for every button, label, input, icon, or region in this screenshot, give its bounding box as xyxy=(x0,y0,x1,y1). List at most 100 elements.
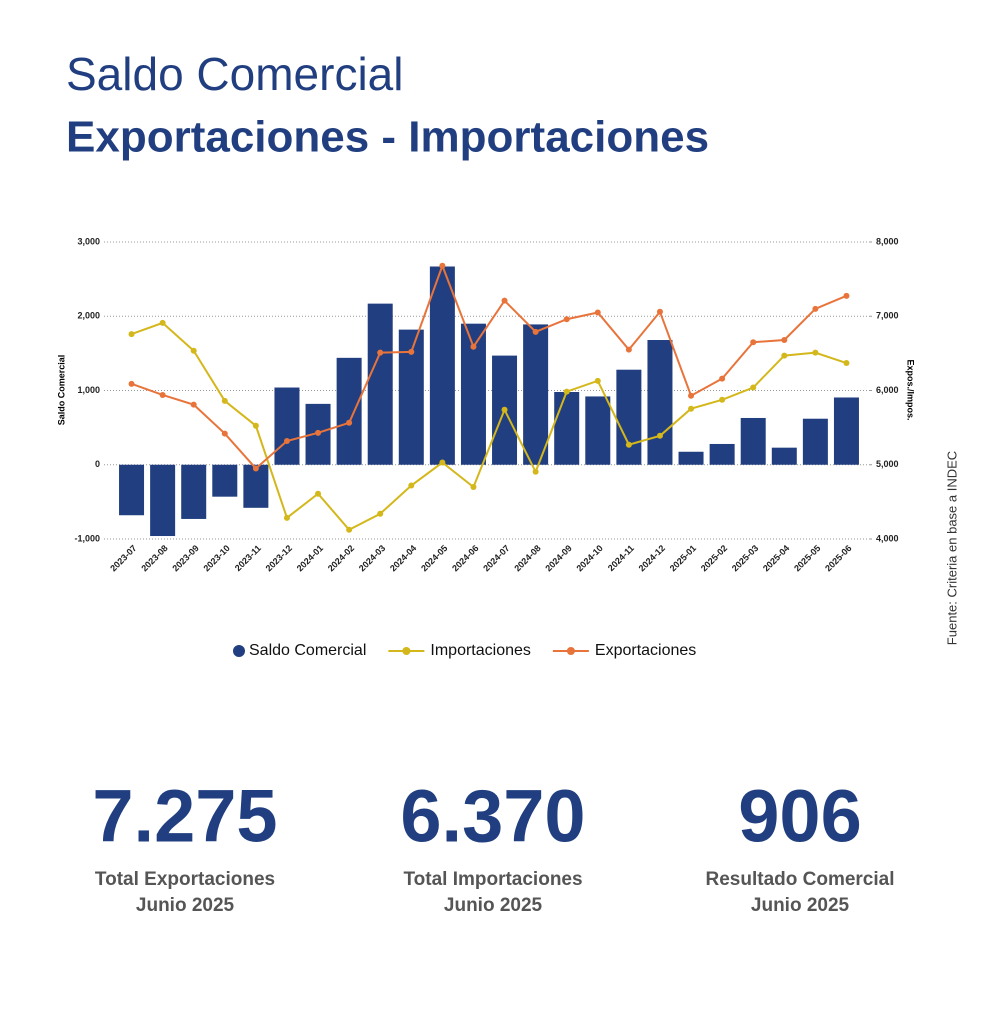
point xyxy=(750,384,757,391)
bar xyxy=(771,447,797,465)
point xyxy=(750,339,757,346)
point xyxy=(128,380,135,387)
point xyxy=(470,484,477,491)
point xyxy=(501,297,508,304)
point xyxy=(377,510,384,517)
y2-tick-label: 6,000 xyxy=(876,385,899,395)
stat-value: 906 xyxy=(738,775,861,858)
point xyxy=(781,337,788,344)
y-tick-label: 2,000 xyxy=(77,311,100,321)
legend-marker xyxy=(566,647,575,655)
point xyxy=(812,349,819,356)
point xyxy=(346,526,353,533)
point xyxy=(688,405,695,412)
point xyxy=(532,328,539,335)
point xyxy=(843,292,850,299)
point xyxy=(252,465,259,472)
bar xyxy=(119,464,145,516)
point xyxy=(563,388,570,395)
y-tick-label: -1,000 xyxy=(74,533,100,543)
bar xyxy=(181,464,207,519)
point xyxy=(719,396,726,403)
point xyxy=(843,360,850,367)
y2-tick-label: 5,000 xyxy=(876,459,899,469)
legend-label: Importaciones xyxy=(430,642,531,659)
y-axis-label: Saldo Comercial xyxy=(56,355,66,426)
y-tick-label: 1,000 xyxy=(77,385,100,395)
point xyxy=(563,316,570,323)
point xyxy=(656,308,663,315)
legend-label: Saldo Comercial xyxy=(249,642,366,659)
point xyxy=(656,432,663,439)
point xyxy=(346,419,353,426)
point xyxy=(159,319,166,326)
bar xyxy=(336,357,362,465)
bar xyxy=(678,451,704,465)
bar xyxy=(274,387,300,465)
title: Saldo Comercial xyxy=(66,48,403,100)
bar xyxy=(212,464,238,497)
bar xyxy=(585,396,611,465)
y2-tick-label: 7,000 xyxy=(876,311,899,321)
bar xyxy=(554,391,580,465)
subtitle: Exportaciones - Importaciones xyxy=(66,113,709,162)
point xyxy=(283,514,290,521)
y2-axis-label: Expos./Impos. xyxy=(906,359,916,420)
point xyxy=(719,375,726,382)
point xyxy=(688,392,695,399)
point xyxy=(377,349,384,356)
legend-label: Exportaciones xyxy=(595,642,696,659)
point xyxy=(470,343,477,350)
point xyxy=(625,346,632,353)
y-tick-label: 0 xyxy=(95,459,100,469)
y2-tick-label: 4,000 xyxy=(876,533,899,543)
point xyxy=(159,391,166,398)
bar xyxy=(429,266,455,465)
point xyxy=(781,352,788,359)
bar xyxy=(523,324,549,465)
point xyxy=(252,422,259,429)
line xyxy=(131,262,847,470)
legend-marker xyxy=(402,647,411,655)
point xyxy=(625,441,632,448)
point xyxy=(221,430,228,437)
bar xyxy=(709,443,735,465)
bar xyxy=(616,369,642,465)
point xyxy=(408,482,415,489)
source: Fuente: Criteria en base a INDEC xyxy=(944,451,959,645)
point xyxy=(190,401,197,408)
point xyxy=(315,490,322,497)
y2-tick-label: 8,000 xyxy=(876,236,899,246)
point xyxy=(532,468,539,475)
point xyxy=(594,309,601,316)
point xyxy=(221,397,228,404)
stat-label: Total Exportaciones xyxy=(95,869,275,890)
bar xyxy=(740,417,766,465)
point xyxy=(128,331,135,338)
point xyxy=(501,406,508,413)
stat-label: Total Importaciones xyxy=(403,869,582,890)
bar xyxy=(367,303,393,465)
bar xyxy=(647,340,673,465)
legend-marker xyxy=(233,645,245,657)
stat-label: Resultado Comercial xyxy=(706,869,895,890)
stat-value: 6.370 xyxy=(400,775,585,858)
bar xyxy=(243,464,269,508)
bar xyxy=(150,464,176,537)
point xyxy=(594,377,601,384)
stat-value: 7.275 xyxy=(92,775,277,858)
point xyxy=(439,459,446,466)
point xyxy=(439,262,446,269)
stat-period: Junio 2025 xyxy=(444,895,543,916)
point xyxy=(315,429,322,436)
line xyxy=(131,321,847,531)
y-tick-label: 3,000 xyxy=(77,236,100,246)
point xyxy=(408,348,415,355)
stat-period: Junio 2025 xyxy=(751,895,850,916)
bar xyxy=(802,418,828,465)
stat-period: Junio 2025 xyxy=(136,895,235,916)
bar xyxy=(833,397,859,465)
point xyxy=(190,347,197,354)
point xyxy=(283,437,290,444)
